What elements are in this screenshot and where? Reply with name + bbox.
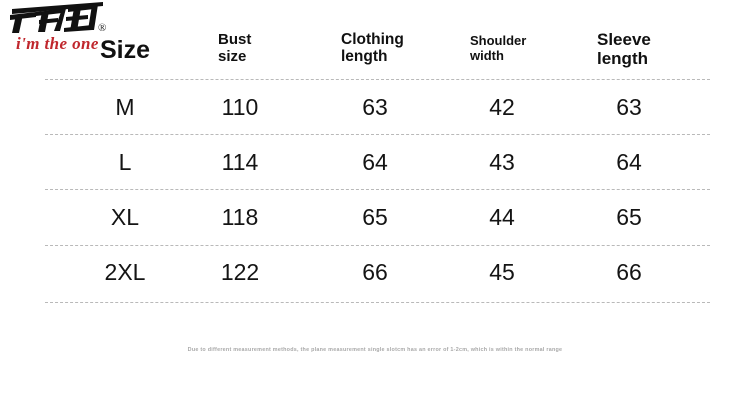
measurement-disclaimer: Due to different measurement methods, th… xyxy=(187,347,563,353)
cell-sleeve-length: 63 xyxy=(616,94,642,120)
registered-trademark-icon: ® xyxy=(98,22,107,34)
table-row: XL 118 65 44 65 xyxy=(0,195,750,250)
brand-logo: ® i'm the one xyxy=(6,2,126,60)
row-separator xyxy=(45,79,710,80)
column-header-shoulder-width: Shoulder width xyxy=(470,33,570,63)
column-header-shoulder-width-line1: Shoulder xyxy=(470,33,527,48)
column-header-sleeve-length-line1: Sleeve xyxy=(597,30,651,49)
table-row: L 114 64 43 64 xyxy=(0,140,750,195)
table-header-row: Size Bust size Clothing length Shoulder … xyxy=(0,26,750,74)
column-header-clothing-length: Clothing length xyxy=(341,31,451,66)
cell-size: XL xyxy=(110,204,140,230)
row-separator xyxy=(45,302,710,303)
cell-size: M xyxy=(115,94,135,120)
row-separator xyxy=(45,134,710,135)
table-row: M 110 63 42 63 xyxy=(0,85,750,140)
row-separator xyxy=(45,189,710,190)
column-header-sleeve-length: Sleeve length xyxy=(597,30,697,68)
column-header-bust-size-line1: Bust xyxy=(218,31,252,48)
cell-clothing-length: 66 xyxy=(362,259,388,285)
cell-shoulder-width: 42 xyxy=(489,94,515,120)
cell-clothing-length: 63 xyxy=(362,94,388,120)
column-header-clothing-length-line1: Clothing xyxy=(341,31,404,48)
cell-clothing-length: 65 xyxy=(362,204,388,230)
column-header-bust-size: Bust size xyxy=(218,31,308,66)
column-header-clothing-length-line2: length xyxy=(341,48,388,66)
table-row: 2XL 122 66 45 66 xyxy=(0,250,750,305)
cell-bust-size: 122 xyxy=(220,259,260,285)
cell-clothing-length: 64 xyxy=(362,149,388,175)
size-table: Size Bust size Clothing length Shoulder … xyxy=(0,26,750,305)
cell-sleeve-length: 64 xyxy=(616,149,642,175)
cell-sleeve-length: 65 xyxy=(616,204,642,230)
cell-bust-size: 118 xyxy=(221,204,259,230)
brand-tagline: i'm the one xyxy=(16,34,99,53)
row-separator xyxy=(45,245,710,246)
cell-sleeve-length: 66 xyxy=(616,259,642,285)
column-header-bust-size-line2: size xyxy=(218,47,247,65)
cell-shoulder-width: 43 xyxy=(489,149,515,175)
column-header-shoulder-width-line2: width xyxy=(470,47,504,63)
cell-size: L xyxy=(118,149,132,175)
cell-shoulder-width: 45 xyxy=(489,259,515,285)
brand-wordmark-icon xyxy=(6,2,106,34)
cell-bust-size: 114 xyxy=(221,149,259,175)
column-header-size: Size xyxy=(100,36,190,64)
column-header-size-label: Size xyxy=(100,36,151,64)
cell-bust-size: 110 xyxy=(221,94,259,120)
cell-size: 2XL xyxy=(104,259,146,285)
column-header-sleeve-length-line2: length xyxy=(597,49,648,69)
cell-shoulder-width: 44 xyxy=(489,204,515,230)
